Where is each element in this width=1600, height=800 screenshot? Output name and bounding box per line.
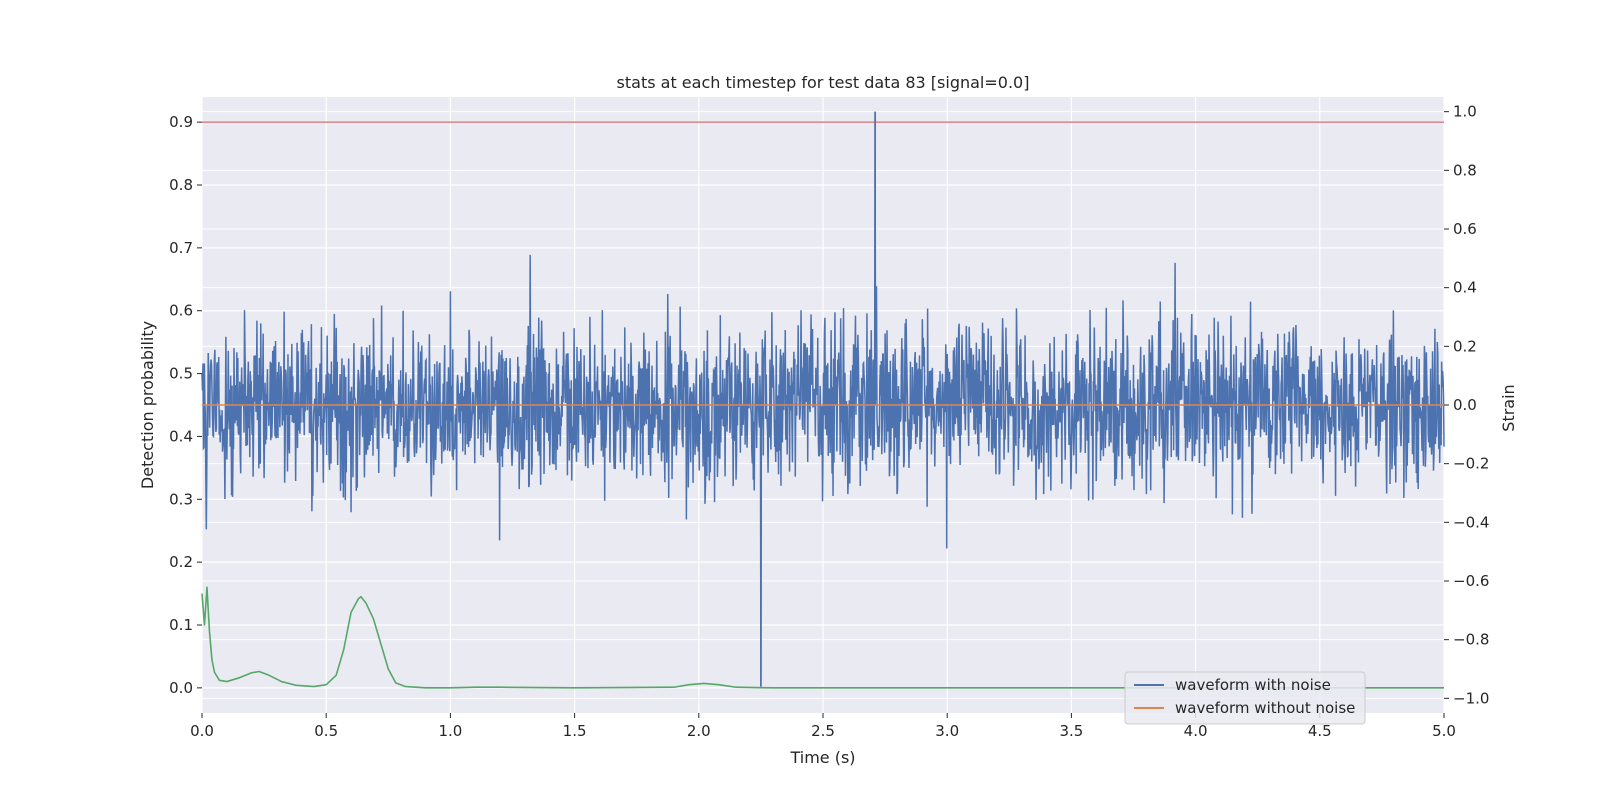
right-tick-label: −0.4 xyxy=(1453,513,1489,531)
x-axis-label: Time (s) xyxy=(789,748,855,767)
left-axis-ticks: 0.0 0.1 0.2 0.3 0.4 0.5 0.6 0.7 0.8 0.9 xyxy=(169,113,202,697)
series-waveform-with-noise xyxy=(201,111,1445,687)
right-axis-label: Strain xyxy=(1499,384,1518,431)
left-tick-label: 0.3 xyxy=(169,490,193,508)
x-tick-label: 4.0 xyxy=(1184,722,1208,740)
right-tick-label: 0.4 xyxy=(1453,279,1477,297)
right-tick-label: −0.6 xyxy=(1453,572,1489,590)
right-tick-label: −0.2 xyxy=(1453,455,1489,473)
right-tick-label: −0.8 xyxy=(1453,631,1489,649)
x-tick-label: 4.5 xyxy=(1308,722,1332,740)
x-tick-label: 3.0 xyxy=(935,722,959,740)
x-tick-label: 1.0 xyxy=(438,722,462,740)
right-tick-label: −1.0 xyxy=(1453,689,1489,707)
legend: waveform with noise waveform without noi… xyxy=(1124,671,1366,725)
left-tick-label: 0.1 xyxy=(169,616,193,634)
right-tick-label: 0.8 xyxy=(1453,161,1477,179)
left-tick-label: 0.9 xyxy=(169,113,193,131)
right-tick-label: 0.0 xyxy=(1453,396,1477,414)
left-tick-label: 0.6 xyxy=(169,302,193,320)
left-tick-label: 0.0 xyxy=(169,679,193,697)
x-tick-label: 0.0 xyxy=(190,722,214,740)
right-axis-ticks: −1.0 −0.8 −0.6 −0.4 −0.2 0.0 0.2 0.4 0.6 0.8 1.0 xyxy=(1444,103,1489,707)
series-line-detection-probability xyxy=(201,586,1444,689)
right-tick-label: 0.6 xyxy=(1453,220,1477,238)
left-axis-label: Detection probability xyxy=(138,321,157,489)
right-tick-label: 1.0 xyxy=(1453,103,1477,121)
left-tick-label: 0.7 xyxy=(169,239,193,257)
x-tick-label: 1.5 xyxy=(563,722,587,740)
left-tick-label: 0.2 xyxy=(169,553,193,571)
series-group xyxy=(201,121,1444,689)
legend-box xyxy=(1124,671,1366,725)
x-axis-ticks: 0.0 0.5 1.0 1.5 2.0 2.5 3.0 3.5 4.0 4.5 5.0 xyxy=(190,713,1456,740)
x-tick-label: 5.0 xyxy=(1432,722,1456,740)
left-tick-label: 0.5 xyxy=(169,365,193,383)
x-tick-label: 3.5 xyxy=(1059,722,1083,740)
x-tick-label: 2.5 xyxy=(811,722,835,740)
chart-title: stats at each timestep for test data 83 … xyxy=(617,73,1030,92)
x-tick-label: 0.5 xyxy=(314,722,338,740)
right-tick-label: 0.2 xyxy=(1453,337,1477,355)
legend-label-clean: waveform without noise xyxy=(1175,699,1355,717)
series-line-waveform-with-noise xyxy=(201,111,1445,687)
left-tick-label: 0.8 xyxy=(169,176,193,194)
x-tick-label: 2.0 xyxy=(687,722,711,740)
left-tick-label: 0.4 xyxy=(169,427,193,445)
legend-label-noise: waveform with noise xyxy=(1175,676,1331,694)
